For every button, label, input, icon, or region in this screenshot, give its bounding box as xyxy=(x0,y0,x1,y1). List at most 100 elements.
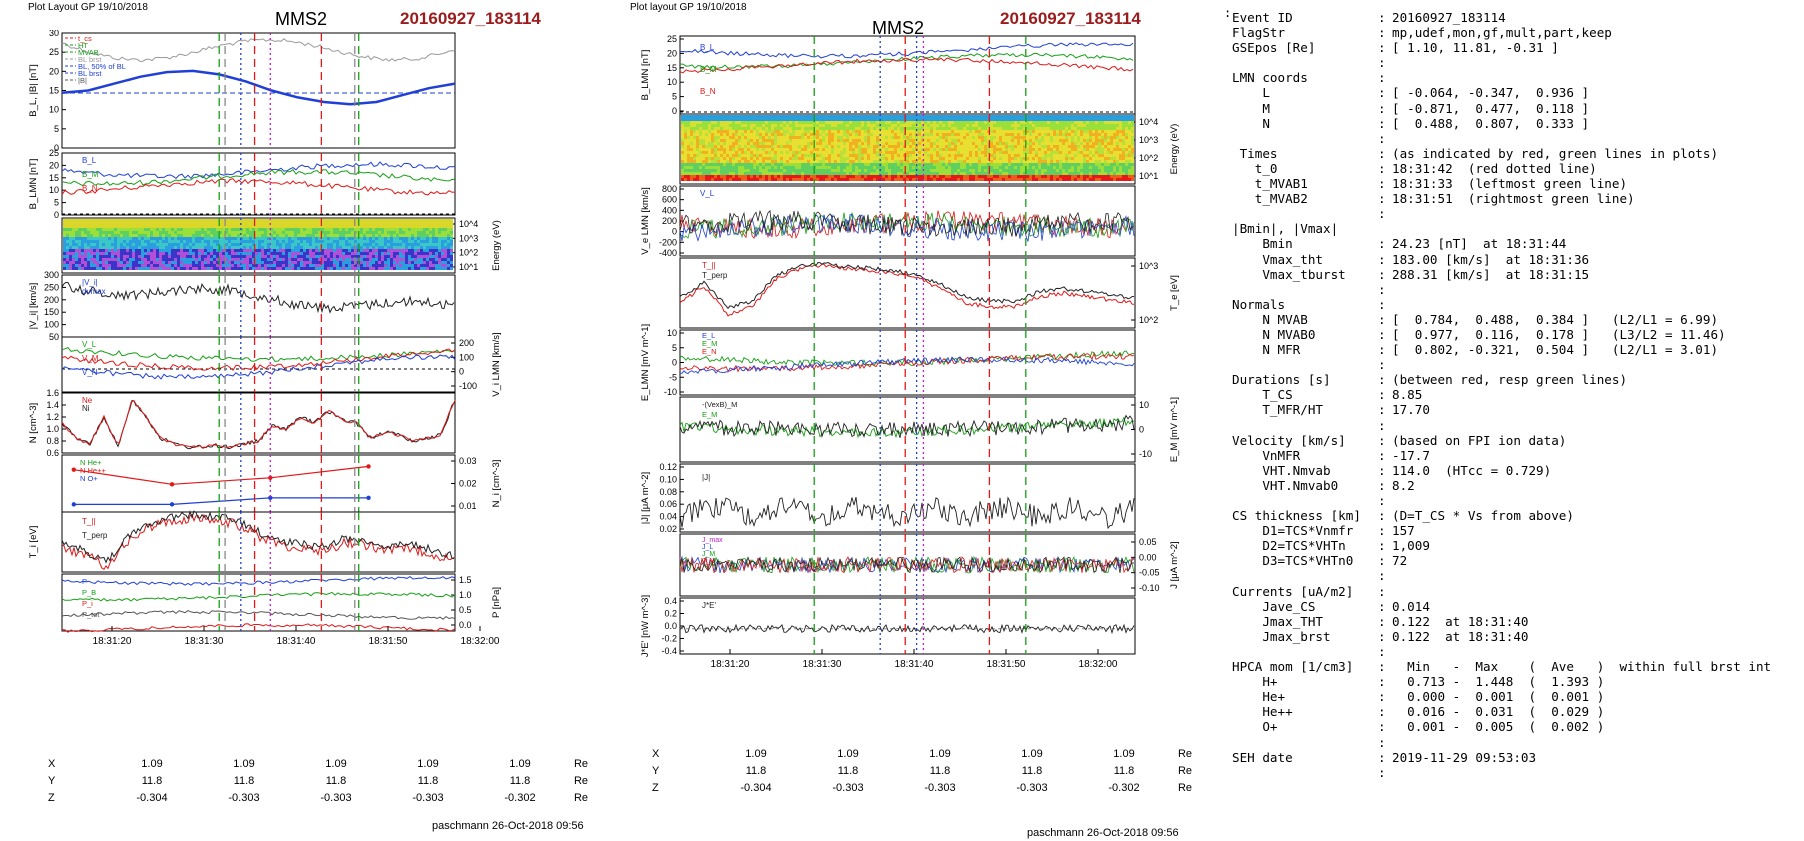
spectrogram-pixel xyxy=(102,267,105,270)
spectrogram-pixel xyxy=(969,121,972,124)
spectrogram-pixel xyxy=(750,148,753,151)
spectrogram-pixel xyxy=(165,246,168,249)
spectrogram-pixel xyxy=(978,172,981,175)
spectrogram-pixel xyxy=(864,160,867,163)
spectrogram-pixel xyxy=(777,121,780,124)
spectrogram-pixel xyxy=(423,243,426,246)
spectrogram-pixel xyxy=(702,142,705,145)
spectrogram-pixel xyxy=(864,175,867,178)
spectrogram-pixel xyxy=(195,228,198,231)
spectrogram-pixel xyxy=(891,169,894,172)
spectrogram-pixel xyxy=(762,127,765,130)
spectrogram-pixel xyxy=(990,154,993,157)
spectrogram-pixel xyxy=(198,240,201,243)
spectrogram-pixel xyxy=(927,115,930,118)
spectrogram-pixel xyxy=(75,237,78,240)
spectrogram-pixel xyxy=(99,255,102,258)
spectrogram-pixel xyxy=(135,255,138,258)
spectrogram-pixel xyxy=(867,172,870,175)
spectrogram-pixel xyxy=(717,124,720,127)
spectrogram-pixel xyxy=(867,163,870,166)
spectrogram-pixel xyxy=(903,163,906,166)
spectrogram-pixel xyxy=(69,219,72,222)
spectrogram-pixel xyxy=(78,243,81,246)
spectrogram-pixel xyxy=(390,264,393,267)
spectrogram-pixel xyxy=(411,219,414,222)
spectrogram-pixel xyxy=(351,225,354,228)
spectrogram-pixel xyxy=(960,154,963,157)
spectrogram-pixel xyxy=(243,252,246,255)
spectrogram-pixel xyxy=(780,124,783,127)
spectrogram-pixel xyxy=(105,258,108,261)
spectrogram-pixel xyxy=(369,246,372,249)
spectrogram-pixel xyxy=(186,255,189,258)
spectrogram-pixel xyxy=(1005,172,1008,175)
spectrogram-pixel xyxy=(897,172,900,175)
spectrogram-pixel xyxy=(315,225,318,228)
spectrogram-pixel xyxy=(810,178,813,181)
spectrogram-pixel xyxy=(258,243,261,246)
spectrogram-pixel xyxy=(396,240,399,243)
spectrogram-pixel xyxy=(687,127,690,130)
spectrogram-pixel xyxy=(708,163,711,166)
legend-label: T_perp xyxy=(82,531,108,540)
spectrogram-pixel xyxy=(846,154,849,157)
spectrogram-pixel xyxy=(981,142,984,145)
spectrogram-pixel xyxy=(960,142,963,145)
y-tick-label: 0 xyxy=(54,210,59,220)
spectrogram-pixel xyxy=(402,225,405,228)
spectrogram-pixel xyxy=(828,127,831,130)
spectrogram-pixel xyxy=(438,258,441,261)
spectrogram-pixel xyxy=(927,163,930,166)
spectrogram-pixel xyxy=(108,264,111,267)
spectrogram-pixel xyxy=(735,133,738,136)
spectrogram-pixel xyxy=(738,139,741,142)
spectrogram-pixel xyxy=(801,148,804,151)
spectrogram-pixel xyxy=(156,219,159,222)
spectrogram-pixel xyxy=(282,258,285,261)
spectrogram-pixel xyxy=(414,231,417,234)
spectrogram-pixel xyxy=(258,225,261,228)
spectrogram-pixel xyxy=(690,151,693,154)
spectrogram-pixel xyxy=(849,124,852,127)
spectrogram-pixel xyxy=(798,127,801,130)
spectrogram-pixel xyxy=(876,172,879,175)
spectrogram-pixel xyxy=(156,249,159,252)
spectrogram-pixel xyxy=(1011,145,1014,148)
spectrogram-pixel xyxy=(438,249,441,252)
x-tick-label: 18:31:30 xyxy=(185,636,224,647)
spectrogram-pixel xyxy=(723,115,726,118)
spectrogram-pixel xyxy=(156,258,159,261)
spectrogram-pixel xyxy=(306,261,309,264)
spectrogram-pixel xyxy=(822,121,825,124)
spectrogram-pixel xyxy=(783,118,786,121)
spectrogram-pixel xyxy=(174,225,177,228)
spectrogram-pixel xyxy=(792,136,795,139)
spectrogram-pixel xyxy=(423,222,426,225)
spectrogram-pixel xyxy=(99,240,102,243)
spectrogram-pixel xyxy=(681,151,684,154)
spectrogram-pixel xyxy=(939,157,942,160)
spectrogram-pixel xyxy=(264,246,267,249)
spectrogram-pixel xyxy=(252,222,255,225)
spectrogram-pixel xyxy=(801,157,804,160)
spectrogram-pixel xyxy=(282,237,285,240)
spectrogram-pixel xyxy=(105,264,108,267)
spectrogram-pixel xyxy=(936,124,939,127)
spectrogram-pixel xyxy=(240,231,243,234)
spectrogram-pixel xyxy=(987,121,990,124)
spectrogram-pixel xyxy=(846,151,849,154)
spectrogram-pixel xyxy=(732,115,735,118)
spectrogram-pixel xyxy=(345,255,348,258)
spectrogram-pixel xyxy=(996,130,999,133)
spectrogram-pixel xyxy=(978,169,981,172)
spectrogram-pixel xyxy=(99,246,102,249)
spectrogram-pixel xyxy=(909,130,912,133)
spectrogram-pixel xyxy=(702,130,705,133)
spectrogram-pixel xyxy=(315,246,318,249)
spectrogram-pixel xyxy=(105,243,108,246)
spectrogram-pixel xyxy=(204,228,207,231)
spectrogram-pixel xyxy=(1014,157,1017,160)
spectrogram-pixel xyxy=(165,261,168,264)
spectrogram-pixel xyxy=(381,225,384,228)
